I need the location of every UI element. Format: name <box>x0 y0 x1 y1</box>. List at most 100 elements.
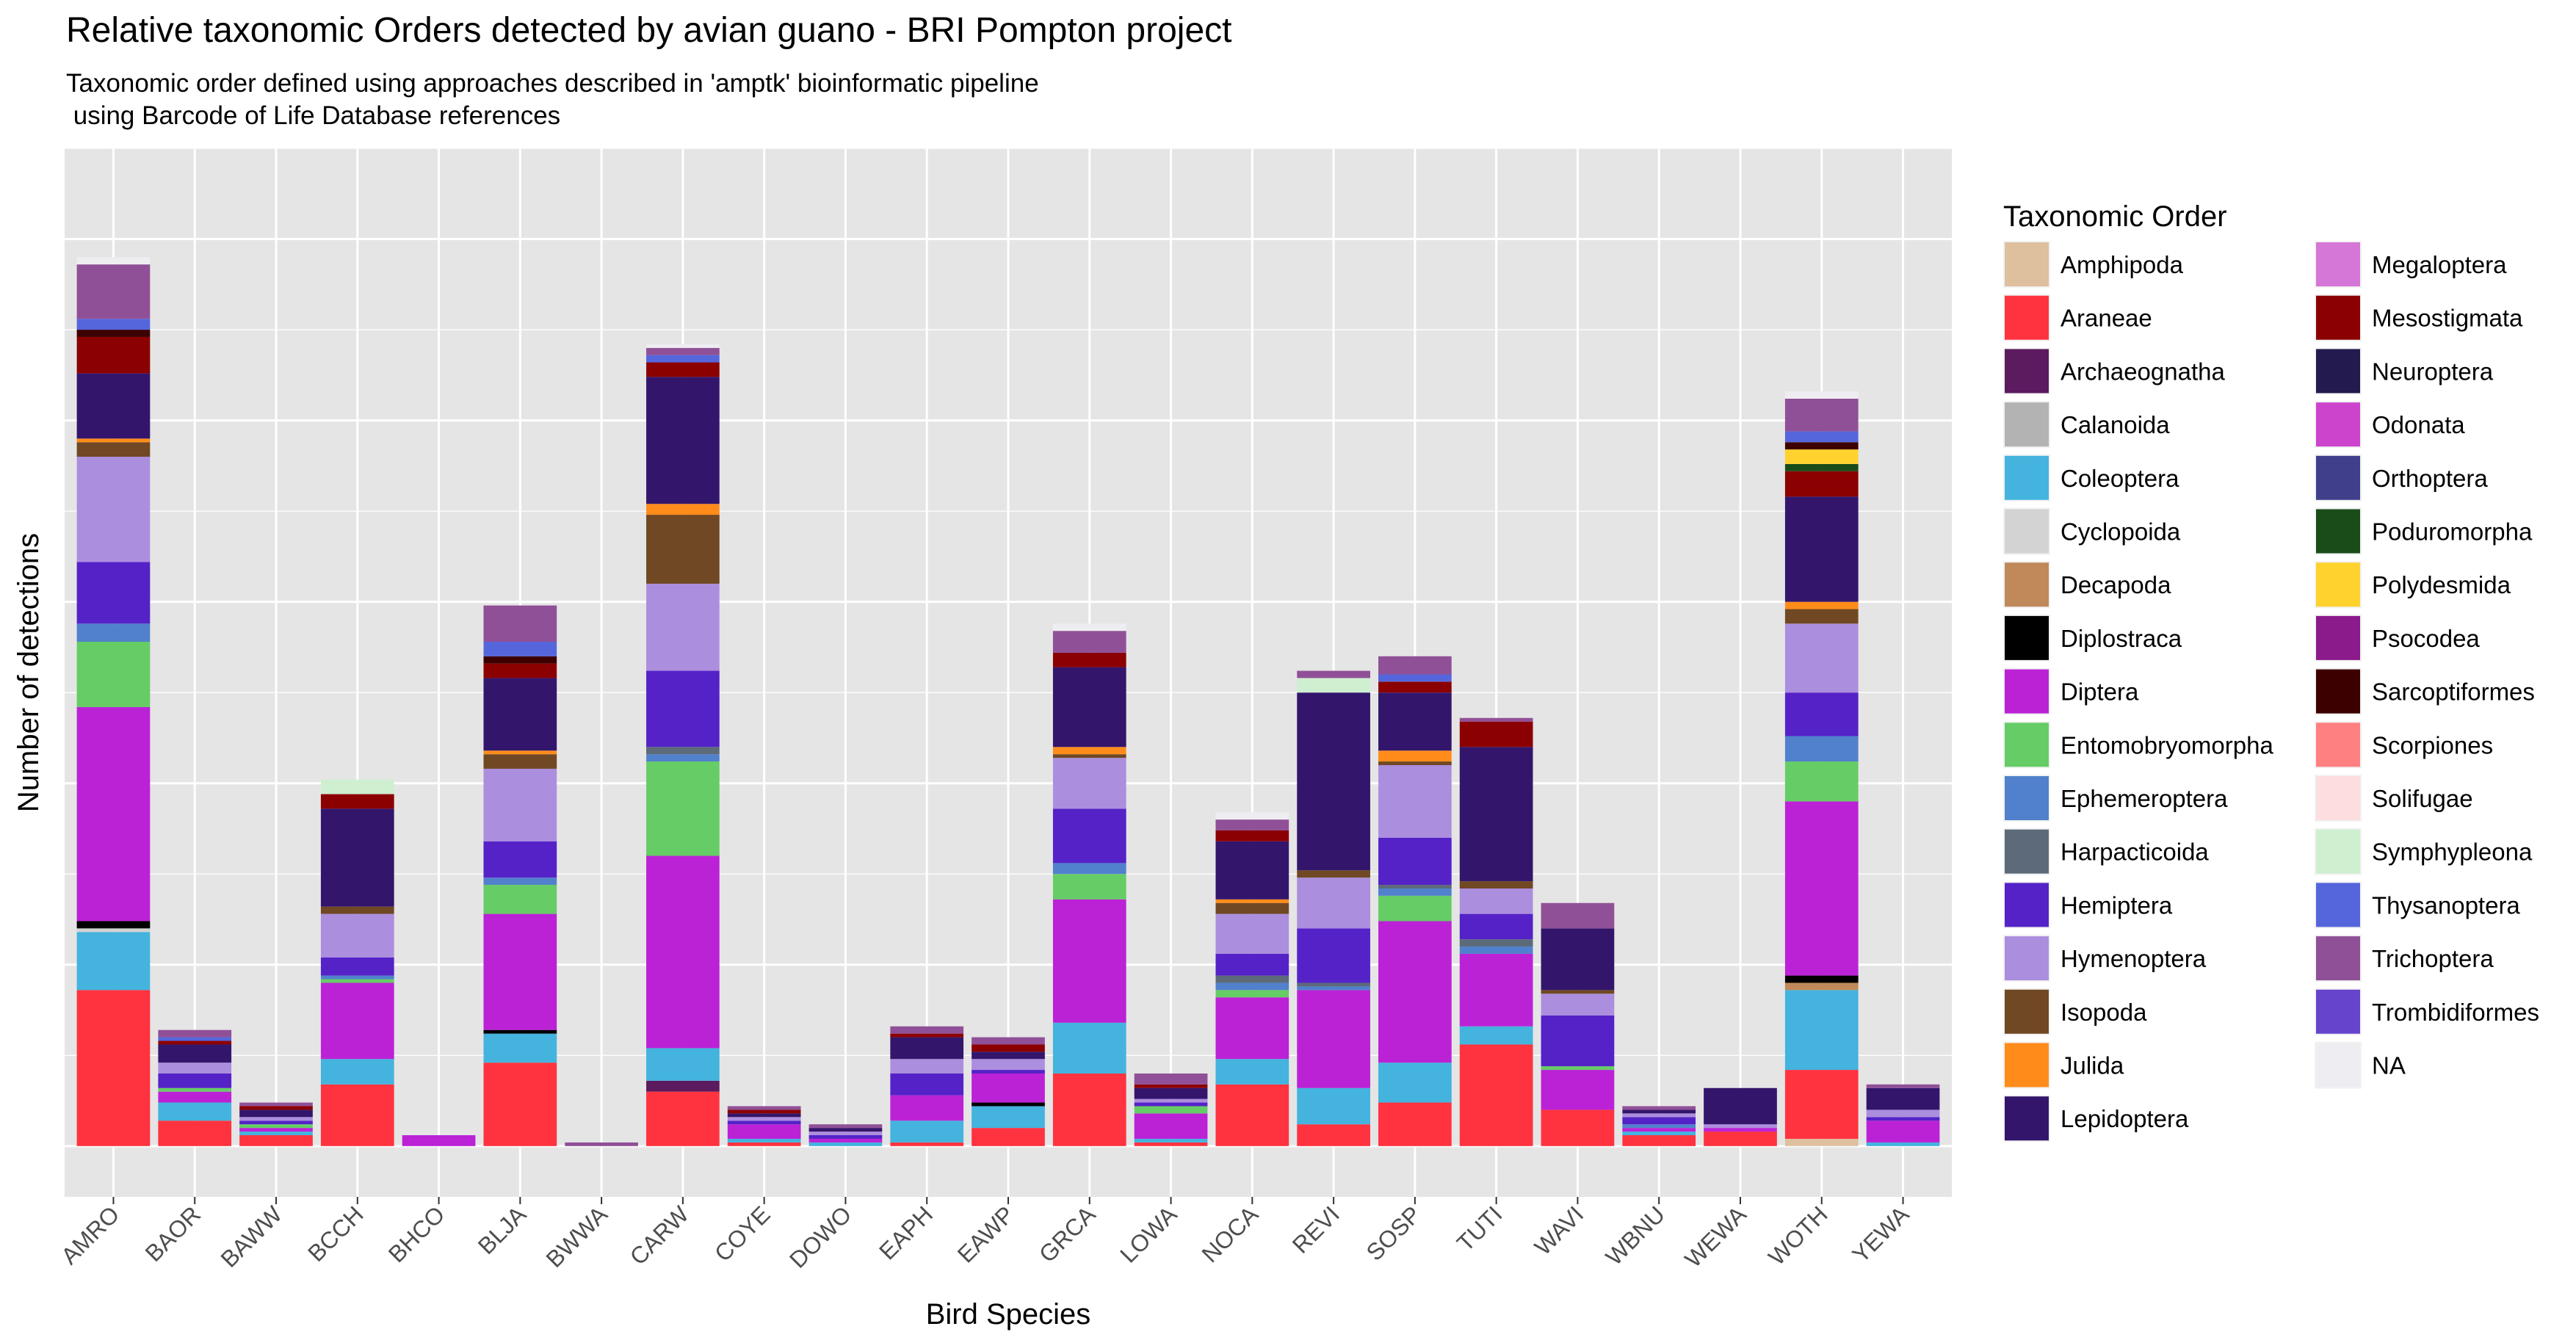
legend-label-diplostraca: Diplostraca <box>2061 625 2182 652</box>
legend-label-harpacticoida: Harpacticoida <box>2061 839 2209 866</box>
bar-woth-amphipoda <box>1784 1138 1859 1146</box>
bar-noca-coleoptera <box>1215 1059 1289 1085</box>
bar-coye-mesostigmata <box>727 1109 801 1114</box>
legend-swatch-araneae <box>2005 295 2049 340</box>
bar-revi-harpacticoida <box>1297 982 1370 987</box>
bar-baor-thysanoptera <box>158 1037 232 1041</box>
legend-label-julida: Julida <box>2061 1052 2124 1079</box>
bar-tuti-harpacticoida <box>1459 939 1533 947</box>
bar-wbnu-lepidoptera <box>1622 1109 1696 1114</box>
x-tick-label: BAOR <box>140 1201 206 1267</box>
bar-bcch-hemiptera <box>320 957 394 976</box>
bar-woth-entomobryomorpha <box>1784 761 1859 802</box>
bar-tuti-lepidoptera <box>1459 747 1533 882</box>
bar-eaph-diptera <box>890 1095 964 1121</box>
legend-swatch-archaeognatha <box>2005 349 2049 394</box>
bar-baww-hymenoptera <box>239 1117 313 1121</box>
bar-sosp-lepidoptera <box>1378 692 1452 751</box>
bar-sosp-ephemeroptera <box>1378 888 1452 896</box>
legend-swatch-poduromorpha <box>2316 509 2360 554</box>
legend-swatch-trichoptera <box>2316 936 2360 981</box>
legend-swatch-harpacticoida <box>2005 829 2049 874</box>
bar-baww-araneae <box>239 1135 313 1146</box>
bar-sosp-diptera <box>1378 921 1452 1063</box>
bar-revi-hymenoptera <box>1297 877 1370 929</box>
bar-bcch-mesostigmata <box>320 794 394 809</box>
bar-amro-na <box>76 257 151 265</box>
bar-woth-diplostraca <box>1784 975 1859 983</box>
bar-amro-ephemeroptera <box>76 623 151 642</box>
bar-yewa-hymenoptera <box>1866 1109 1940 1118</box>
bar-sosp-julida <box>1378 750 1452 762</box>
legend-label-na: NA <box>2372 1052 2406 1079</box>
bar-amro-cyclopoida <box>76 928 151 933</box>
bar-bcch-diptera <box>320 982 394 1060</box>
bar-tuti-hemiptera <box>1459 913 1533 940</box>
x-tick-label: AMRO <box>56 1201 124 1269</box>
bar-bcch-lepidoptera <box>320 808 394 907</box>
bar-noca-hemiptera <box>1215 953 1289 976</box>
bar-wavi-hymenoptera <box>1541 993 1615 1016</box>
legend-label-solifugae: Solifugae <box>2372 785 2473 812</box>
legend-label-scorpiones: Scorpiones <box>2372 731 2493 759</box>
bar-amro-mesostigmata <box>76 336 151 374</box>
bar-grca-na <box>1052 623 1126 631</box>
bar-dowo-lepidoptera <box>808 1128 883 1132</box>
bar-grca-coleoptera <box>1052 1022 1126 1074</box>
bar-lowa-mesostigmata <box>1134 1084 1208 1088</box>
x-tick-label: TUTI <box>1452 1201 1508 1256</box>
legend-swatch-solifugae <box>2316 776 2360 820</box>
bar-coye-diptera <box>727 1124 801 1139</box>
bar-baor-hymenoptera <box>158 1063 232 1074</box>
legend-swatch-julida <box>2005 1043 2049 1087</box>
bar-amro-julida <box>76 438 151 443</box>
bar-revi-isopoda <box>1297 870 1370 878</box>
x-tick-label: BWWA <box>541 1201 613 1273</box>
bar-woth-sarcoptiformes <box>1784 442 1859 450</box>
bar-yewa-hemiptera <box>1866 1117 1940 1121</box>
bar-eawp-diplostraca <box>972 1102 1045 1107</box>
bar-wbnu-coleoptera <box>1622 1132 1696 1135</box>
legend-label-trombidiformes: Trombidiformes <box>2372 999 2539 1026</box>
legend-swatch-na <box>2316 1043 2360 1087</box>
bar-wavi-hemiptera <box>1541 1015 1615 1067</box>
bar-bcch-isopoda <box>320 906 394 914</box>
bar-dowo-diptera <box>808 1138 883 1143</box>
legend-swatch-diptera <box>2005 669 2049 714</box>
bar-eaph-trichoptera <box>890 1026 964 1034</box>
legend-swatch-hymenoptera <box>2005 936 2049 981</box>
bar-wewa-araneae <box>1704 1132 1777 1146</box>
bar-baww-trichoptera <box>239 1102 313 1107</box>
legend-label-neuroptera: Neuroptera <box>2372 358 2494 385</box>
x-tick-label: DOWO <box>784 1201 856 1273</box>
bar-bwwa-trichoptera <box>565 1142 638 1146</box>
bar-wbnu-trichoptera <box>1622 1106 1696 1110</box>
bar-noca-isopoda <box>1215 902 1289 914</box>
legend-label-calanoida: Calanoida <box>2061 411 2170 438</box>
bar-grca-ephemeroptera <box>1052 863 1126 875</box>
legend-swatch-scorpiones <box>2316 723 2360 767</box>
bar-wavi-isopoda <box>1541 990 1615 994</box>
bar-baor-entomobryomorpha <box>158 1087 232 1092</box>
bar-eawp-coleoptera <box>972 1106 1045 1129</box>
bar-bcch-entomobryomorpha <box>320 979 394 983</box>
bar-woth-decapoda <box>1784 982 1859 991</box>
legend-swatch-polydesmida <box>2316 562 2360 607</box>
bar-woth-araneae <box>1784 1070 1859 1139</box>
bar-sosp-entomobryomorpha <box>1378 895 1452 922</box>
bar-lowa-diptera <box>1134 1113 1208 1139</box>
bar-grca-araneae <box>1052 1074 1126 1146</box>
legend-swatch-amphipoda <box>2005 242 2049 286</box>
bar-tuti-coleoptera <box>1459 1026 1533 1045</box>
bar-wewa-diptera <box>1704 1128 1777 1132</box>
bar-tuti-ephemeroptera <box>1459 946 1533 954</box>
bar-dowo-hemiptera <box>808 1135 883 1139</box>
x-tick-label: LOWA <box>1115 1201 1182 1268</box>
bar-baww-coleoptera <box>239 1132 313 1135</box>
legend-swatch-lepidoptera <box>2005 1096 2049 1141</box>
bar-eawp-lepidoptera <box>972 1051 1045 1060</box>
legend-label-hemiptera: Hemiptera <box>2061 891 2173 919</box>
bar-eawp-mesostigmata <box>972 1044 1045 1052</box>
bar-baww-lepidoptera <box>239 1109 313 1118</box>
